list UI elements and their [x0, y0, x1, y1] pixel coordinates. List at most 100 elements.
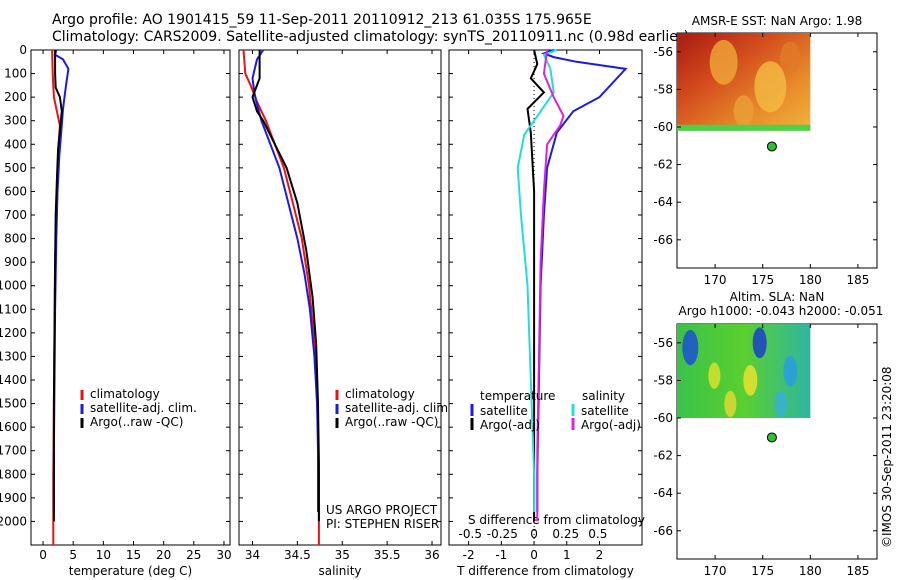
- x-axis-label: salinity: [318, 564, 361, 578]
- map-x-tick-label: 180: [799, 564, 822, 578]
- y-tick-label: 1800: [0, 467, 27, 481]
- x-tick-label: -2: [463, 548, 475, 562]
- x-tick-label: 15: [126, 548, 141, 562]
- y-tick-label: 1900: [0, 491, 27, 505]
- salinity-tick-label: -0.5: [459, 527, 482, 541]
- map-y-tick-label: -64: [653, 486, 673, 500]
- legend-entry: Argo(-adj): [480, 418, 540, 432]
- legend-entry: Argo(..raw -QC): [345, 415, 438, 429]
- y-tick-label: 1100: [0, 302, 27, 316]
- legend-heading: temperature: [480, 389, 555, 403]
- map-y-tick-label: -62: [653, 449, 673, 463]
- profile-title: Argo profile: AO 1901415_59 11-Sep-2011 …: [52, 12, 592, 28]
- x-tick-label: 30: [216, 548, 231, 562]
- salinity-tick-label: 0.5: [588, 527, 607, 541]
- y-tick-label: 800: [4, 232, 27, 246]
- plot-frame: [238, 49, 442, 546]
- sla-feature: [783, 355, 798, 387]
- x-tick-label: 0: [39, 548, 47, 562]
- plot-frame: [30, 49, 231, 546]
- y-tick-label: 500: [4, 161, 27, 175]
- y-tick-label: 1700: [0, 444, 27, 458]
- y-tick-label: 1600: [0, 420, 27, 434]
- sst-feature: [733, 95, 754, 128]
- sst-feature: [754, 61, 787, 113]
- diff-series-cyan: [516, 49, 558, 512]
- y-tick-label: 300: [4, 114, 27, 128]
- map-y-tick-label: -60: [653, 411, 673, 425]
- sla-feature: [743, 365, 758, 396]
- map-title: Altim. SLA: NaN: [730, 290, 825, 304]
- y-tick-label: 1300: [0, 349, 27, 363]
- map-y-tick-label: -58: [653, 373, 673, 387]
- climatology-title: Climatology: CARS2009. Satellite-adjuste…: [52, 29, 690, 45]
- y-tick-label: 400: [4, 137, 27, 151]
- x-tick-label: 34: [245, 548, 260, 562]
- map-x-tick-label: 175: [751, 273, 774, 287]
- map-y-tick-label: -58: [653, 82, 673, 96]
- sst-feature: [709, 39, 738, 85]
- series-line-black: [251, 50, 320, 522]
- sla-feature: [708, 362, 721, 389]
- legend-entry: Argo(..raw -QC): [90, 415, 183, 429]
- y-tick-label: 100: [4, 67, 27, 81]
- x-tick-label: 36: [424, 548, 439, 562]
- legend-entry: satellite: [581, 404, 629, 418]
- map-x-tick-label: 180: [799, 273, 822, 287]
- map-y-tick-label: -62: [653, 158, 673, 172]
- y-tick-label: 600: [4, 184, 27, 198]
- top-axis-label: S difference from climatology: [468, 513, 645, 527]
- annotation-text: US ARGO PROJECT: [326, 503, 438, 517]
- legend-entry: climatology: [90, 387, 160, 401]
- x-tick-label: 2: [596, 548, 604, 562]
- y-tick-label: 1000: [0, 279, 27, 293]
- diff-series-magenta: [536, 49, 565, 522]
- legend-entry: climatology: [345, 387, 415, 401]
- map-x-tick-label: 170: [704, 273, 727, 287]
- map-x-tick-label: 170: [704, 564, 727, 578]
- x-tick-label: 20: [156, 548, 171, 562]
- legend-entry: satellite: [480, 404, 528, 418]
- diff-series-black: [526, 49, 546, 522]
- map-x-tick-label: 185: [846, 273, 869, 287]
- x-tick-label: 25: [186, 548, 201, 562]
- y-tick-label: 900: [4, 255, 27, 269]
- x-tick-label: -1: [495, 548, 507, 562]
- y-tick-label: 700: [4, 208, 27, 222]
- series-line-blue: [251, 49, 319, 512]
- plot-frame: [448, 49, 643, 546]
- x-axis-label: temperature (deg C): [69, 564, 192, 578]
- series-line-black: [52, 50, 63, 522]
- y-tick-label: 1200: [0, 326, 27, 340]
- sla-feature: [724, 390, 737, 418]
- x-tick-label: 35.5: [374, 548, 401, 562]
- map-y-tick-label: -66: [653, 524, 673, 538]
- sst-ice-edge: [677, 124, 811, 131]
- sla-feature: [682, 329, 699, 366]
- map-title: AMSR-E SST: NaN Argo: 1.98: [692, 14, 862, 28]
- y-tick-label: 1400: [0, 373, 27, 387]
- y-tick-label: 2000: [0, 514, 27, 528]
- legend-entry: Argo(-adj): [581, 418, 641, 432]
- sla-feature: [752, 327, 767, 359]
- legend-entry: satellite-adj. clim.: [90, 401, 197, 415]
- salinity-tick-label: -0.25: [487, 527, 518, 541]
- y-tick-label: 200: [4, 90, 27, 104]
- x-tick-label: 34.5: [284, 548, 311, 562]
- argo-position-marker: [766, 432, 777, 443]
- map-y-tick-label: -60: [653, 120, 673, 134]
- argo-position-marker: [766, 141, 777, 152]
- legend-heading: salinity: [582, 389, 625, 403]
- sla-feature: [775, 390, 787, 418]
- salinity-tick-label: 0.25: [552, 527, 579, 541]
- x-tick-label: 10: [96, 548, 111, 562]
- salinity-tick-label: 0: [530, 527, 538, 541]
- sst-feature: [780, 41, 801, 74]
- y-tick-label: 1500: [0, 397, 27, 411]
- map-x-tick-label: 185: [846, 564, 869, 578]
- y-tick-label: 0: [19, 43, 27, 57]
- map-subtitle: Argo h1000: -0.043 h2000: -0.051: [679, 304, 884, 318]
- map-y-tick-label: -56: [653, 336, 673, 350]
- x-axis-label: T difference from climatology: [456, 564, 634, 578]
